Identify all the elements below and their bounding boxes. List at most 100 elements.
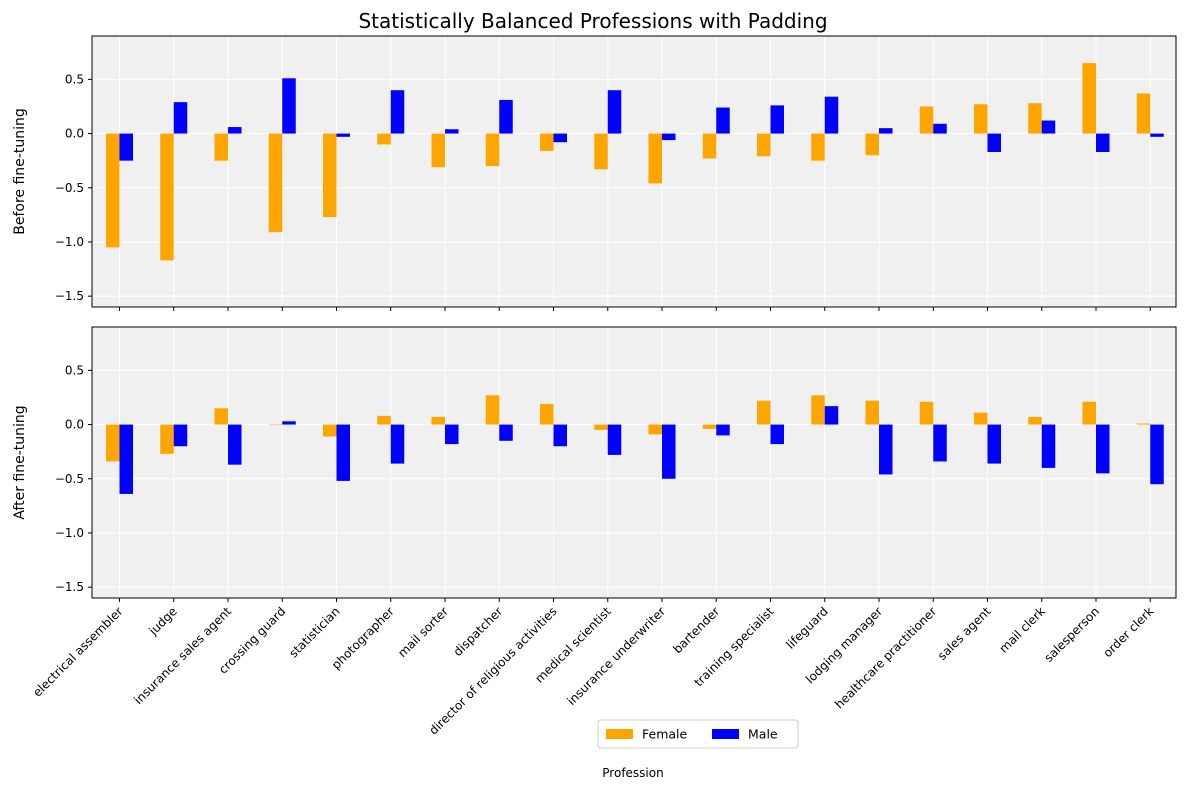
bar-male-mail-clerk xyxy=(1041,120,1056,134)
bar-female-director-of-religious-activities xyxy=(540,133,554,151)
bar-female-statistician xyxy=(323,133,337,218)
bar-female-lifeguard xyxy=(811,395,825,425)
bar-male-judge xyxy=(173,424,188,447)
bar-female-lodging-manager xyxy=(865,133,879,156)
bar-female-healthcare-practitioner xyxy=(919,106,934,134)
x-tick-label: insurance sales agent xyxy=(131,604,234,707)
y-tick-label: 0.5 xyxy=(65,72,84,86)
bar-male-bartender xyxy=(716,107,730,134)
bar-male-sales-agent xyxy=(987,424,1001,464)
y-tick-label: −1.0 xyxy=(55,526,84,540)
bar-male-lifeguard xyxy=(824,96,839,134)
bar-female-sales-agent xyxy=(974,104,988,134)
bar-female-mail-sorter xyxy=(431,133,445,168)
bar-female-dispatcher xyxy=(485,133,500,167)
bar-male-training-specialist xyxy=(770,105,784,134)
y-axis-label: Before fine-tuning xyxy=(12,108,28,234)
bar-female-lodging-manager xyxy=(865,400,879,425)
bar-female-sales-agent xyxy=(974,412,988,425)
bar-female-insurance-sales-agent xyxy=(214,133,228,161)
bar-female-statistician xyxy=(323,424,337,437)
y-tick-label: −1.5 xyxy=(55,580,84,594)
bar-male-training-specialist xyxy=(770,424,784,445)
bar-male-director-of-religious-activities xyxy=(553,133,567,143)
bar-female-dispatcher xyxy=(485,395,500,425)
x-tick-label: electrical assembler xyxy=(30,604,125,699)
bar-male-insurance-underwriter xyxy=(662,424,676,479)
bar-female-crossing-guard xyxy=(268,424,283,426)
bar-female-bartender xyxy=(702,424,717,429)
bar-female-bartender xyxy=(702,133,717,159)
plot-background xyxy=(92,36,1176,307)
legend-swatch-female xyxy=(606,729,633,739)
bar-male-dispatcher xyxy=(499,424,513,441)
x-tick-label: bartender xyxy=(670,604,722,656)
bar-female-lifeguard xyxy=(811,133,825,161)
panel-before: 0.5 0.0 −0.5 −1.0 −1.5 Before fine-tuning xyxy=(12,35,1177,311)
x-tick-label: mail sorter xyxy=(395,604,451,660)
chart-title: Statistically Balanced Professions with … xyxy=(358,9,827,33)
bar-female-mail-clerk xyxy=(1028,103,1042,134)
bar-female-mail-clerk xyxy=(1028,416,1042,425)
bar-male-healthcare-practitioner xyxy=(933,424,947,462)
y-tick-label: 0.0 xyxy=(65,127,84,141)
x-tick-label: insurance underwriter xyxy=(564,604,668,708)
bar-female-medical-scientist xyxy=(594,133,608,170)
bar-male-order-clerk xyxy=(1150,424,1164,485)
x-axis-label: Profession xyxy=(602,766,663,780)
bar-male-salesperson xyxy=(1096,133,1110,152)
bar-male-medical-scientist xyxy=(607,90,622,134)
x-tick-label: salesperson xyxy=(1042,604,1103,665)
bar-male-mail-sorter xyxy=(445,129,459,134)
bar-male-photographer xyxy=(390,424,405,464)
bar-male-salesperson xyxy=(1096,424,1110,474)
bar-male-insurance-sales-agent xyxy=(228,424,242,465)
plot-background xyxy=(92,327,1176,598)
y-axis-label: After fine-tuning xyxy=(12,405,28,519)
bar-female-order-clerk xyxy=(1136,423,1151,425)
bar-male-lifeguard xyxy=(824,406,839,425)
bar-female-judge xyxy=(160,424,174,454)
bar-male-mail-sorter xyxy=(445,424,459,445)
bar-male-insurance-sales-agent xyxy=(228,127,242,134)
bar-male-electrical-assembler xyxy=(119,133,133,161)
x-tick-label: lifeguard xyxy=(783,604,831,652)
bar-male-mail-clerk xyxy=(1041,424,1056,468)
bar-male-sales-agent xyxy=(987,133,1001,152)
y-tick-label: −1.5 xyxy=(55,289,84,303)
x-tick-label: judge xyxy=(146,604,180,638)
bar-female-medical-scientist xyxy=(594,424,608,430)
x-tick-label: healthcare practitioner xyxy=(832,604,939,711)
bar-female-insurance-sales-agent xyxy=(214,408,228,425)
bar-female-crossing-guard xyxy=(268,133,283,233)
legend-box xyxy=(597,719,799,749)
bar-female-healthcare-practitioner xyxy=(919,401,934,425)
bar-male-crossing-guard xyxy=(282,421,296,425)
bar-male-dispatcher xyxy=(499,99,513,134)
bar-female-training-specialist xyxy=(757,133,771,157)
bar-female-director-of-religious-activities xyxy=(540,403,554,425)
bar-male-healthcare-practitioner xyxy=(933,123,947,134)
axes-frame xyxy=(91,35,1177,308)
x-tick-label: dispatcher xyxy=(451,604,506,659)
bar-male-photographer xyxy=(390,90,405,134)
bar-female-electrical-assembler xyxy=(106,133,120,248)
bar-male-statistician xyxy=(336,133,350,137)
bar-male-lodging-manager xyxy=(879,128,893,134)
y-tick-label: −0.5 xyxy=(55,472,84,486)
bar-female-judge xyxy=(160,133,174,261)
panel-after: 0.5 0.0 −0.5 −1.0 −1.5 After fine-tuning xyxy=(12,326,1177,602)
bar-male-electrical-assembler xyxy=(119,424,133,494)
bar-male-insurance-underwriter xyxy=(662,133,676,141)
y-tick-label: −1.0 xyxy=(55,235,84,249)
bar-female-insurance-underwriter xyxy=(648,424,662,435)
bar-female-order-clerk xyxy=(1136,93,1151,134)
y-tick-label: 0.0 xyxy=(65,418,84,432)
bar-male-bartender xyxy=(716,424,730,436)
bar-female-photographer xyxy=(377,133,391,145)
bar-female-salesperson xyxy=(1082,401,1096,425)
x-tick-label: statistician xyxy=(286,604,342,660)
bar-female-photographer xyxy=(377,415,391,425)
